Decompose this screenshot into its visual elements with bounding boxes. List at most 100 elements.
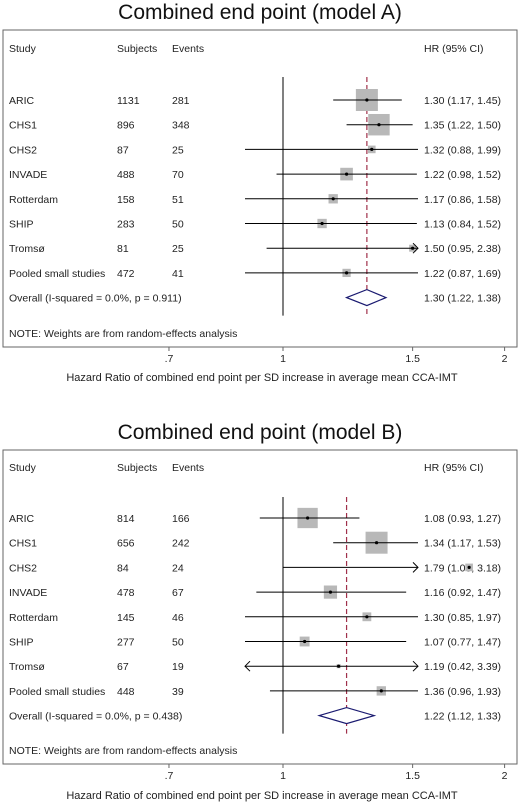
ci-arrow-left [244, 660, 251, 672]
study-events: 242 [172, 538, 190, 550]
x-tick-label: 2 [502, 353, 508, 365]
study-hr-ci: 1.36 (0.96, 1.93) [424, 686, 501, 698]
study-hr-ci: 1.30 (1.17, 1.45) [424, 95, 501, 107]
study-events: 24 [172, 562, 184, 574]
study-events: 281 [172, 95, 190, 107]
study-name: Tromsø [9, 243, 45, 255]
point-estimate [365, 615, 369, 619]
point-estimate [370, 147, 374, 151]
weights-note: NOTE: Weights are from random-effects an… [9, 328, 237, 340]
study-subjects: 478 [117, 587, 135, 599]
study-events: 46 [172, 612, 184, 624]
header-study: Study [9, 462, 37, 474]
study-events: 70 [172, 169, 184, 181]
overall-diamond [317, 706, 377, 725]
header-study: Study [9, 43, 37, 55]
study-events: 25 [172, 243, 184, 255]
study-subjects: 277 [117, 637, 135, 649]
header-hr: HR (95% CI) [424, 462, 484, 474]
study-hr-ci: 1.17 (0.86, 1.58) [424, 194, 501, 206]
header-events: Events [172, 43, 204, 55]
study-hr-ci: 1.34 (1.17, 1.53) [424, 538, 501, 550]
overall-label: Overall (I-squared = 0.0%, p = 0.438) [9, 711, 182, 723]
study-hr-ci: 1.32 (0.88, 1.99) [424, 144, 501, 156]
study-hr-ci: 1.22 (0.87, 1.69) [424, 268, 501, 280]
x-axis-label: Hazard Ratio of combined end point per S… [66, 790, 458, 802]
study-name: ARIC [9, 95, 35, 107]
x-tick-label: 1.5 [405, 770, 420, 782]
study-subjects: 814 [117, 513, 135, 525]
study-events: 348 [172, 120, 190, 132]
study-hr-ci: 1.22 (0.98, 1.52) [424, 169, 501, 181]
study-hr-ci: 1.13 (0.84, 1.52) [424, 219, 501, 231]
point-estimate [365, 98, 369, 102]
study-subjects: 448 [117, 686, 135, 698]
study-subjects: 896 [117, 120, 135, 132]
point-estimate [344, 172, 349, 176]
study-subjects: 283 [117, 219, 135, 231]
study-name: CHS1 [9, 120, 37, 132]
chart-title: Combined end point (model A) [118, 1, 402, 24]
study-subjects: 1131 [117, 95, 140, 107]
study-events: 50 [172, 219, 184, 231]
study-events: 19 [172, 661, 184, 673]
point-estimate [379, 689, 383, 693]
point-estimate [377, 123, 381, 127]
x-tick-label: 1.5 [405, 353, 420, 365]
study-name: Tromsø [9, 661, 45, 673]
study-hr-ci: 1.79 (1.00, 3.18) [424, 562, 501, 574]
study-events: 166 [172, 513, 190, 525]
study-hr-ci: 1.08 (0.93, 1.27) [424, 513, 501, 525]
study-name: SHIP [9, 637, 34, 649]
study-subjects: 158 [117, 194, 135, 206]
study-events: 50 [172, 637, 184, 649]
ci-arrow-right [412, 562, 419, 573]
study-subjects: 472 [117, 268, 135, 280]
study-hr-ci: 1.16 (0.92, 1.47) [424, 587, 501, 599]
study-name: SHIP [9, 219, 34, 231]
overall-diamond [344, 288, 388, 307]
point-estimate [306, 516, 310, 520]
study-name: Rotterdam [9, 194, 58, 206]
chart-title: Combined end point (model B) [118, 421, 403, 444]
study-subjects: 488 [117, 169, 135, 181]
point-estimate [303, 639, 307, 644]
study-events: 41 [172, 268, 184, 280]
x-tick-label: 2 [502, 770, 508, 782]
point-estimate [328, 590, 333, 594]
plot-frame [2, 29, 518, 348]
forest-panel: Combined end point (model B) Study Subject… [2, 421, 518, 802]
weights-note: NOTE: Weights are from random-effects an… [9, 745, 237, 757]
study-subjects: 67 [117, 661, 129, 673]
point-estimate [320, 221, 324, 226]
ci-arrow-right [412, 660, 419, 672]
x-tick-label: 1 [280, 770, 286, 782]
header-events: Events [172, 462, 204, 474]
ci-arrow-right [412, 242, 419, 254]
study-name: ARIC [9, 513, 35, 525]
x-tick-label: .7 [165, 353, 174, 365]
overall-hr-ci: 1.22 (1.12, 1.33) [424, 711, 501, 723]
study-name: CHS2 [9, 562, 37, 574]
forest-panel: Combined end point (model A) Study Subject… [2, 1, 518, 384]
study-name: INVADE [9, 587, 47, 599]
study-hr-ci: 1.30 (0.85, 1.97) [424, 612, 501, 624]
study-hr-ci: 1.50 (0.95, 2.38) [424, 243, 501, 255]
study-name: INVADE [9, 169, 47, 181]
study-hr-ci: 1.07 (0.77, 1.47) [424, 637, 501, 649]
header-hr: HR (95% CI) [424, 43, 484, 55]
header-subjects: Subjects [117, 43, 157, 55]
plot-frame [2, 449, 518, 765]
study-subjects: 656 [117, 538, 135, 550]
overall-hr-ci: 1.30 (1.22, 1.38) [424, 293, 501, 305]
study-name: Pooled small studies [9, 268, 105, 280]
study-hr-ci: 1.19 (0.42, 3.39) [424, 661, 501, 673]
study-events: 25 [172, 144, 184, 156]
study-subjects: 81 [117, 243, 129, 255]
x-tick-label: .7 [165, 770, 174, 782]
study-subjects: 87 [117, 144, 129, 156]
study-events: 51 [172, 194, 184, 206]
point-estimate [374, 541, 379, 545]
x-tick-label: 1 [280, 353, 286, 365]
